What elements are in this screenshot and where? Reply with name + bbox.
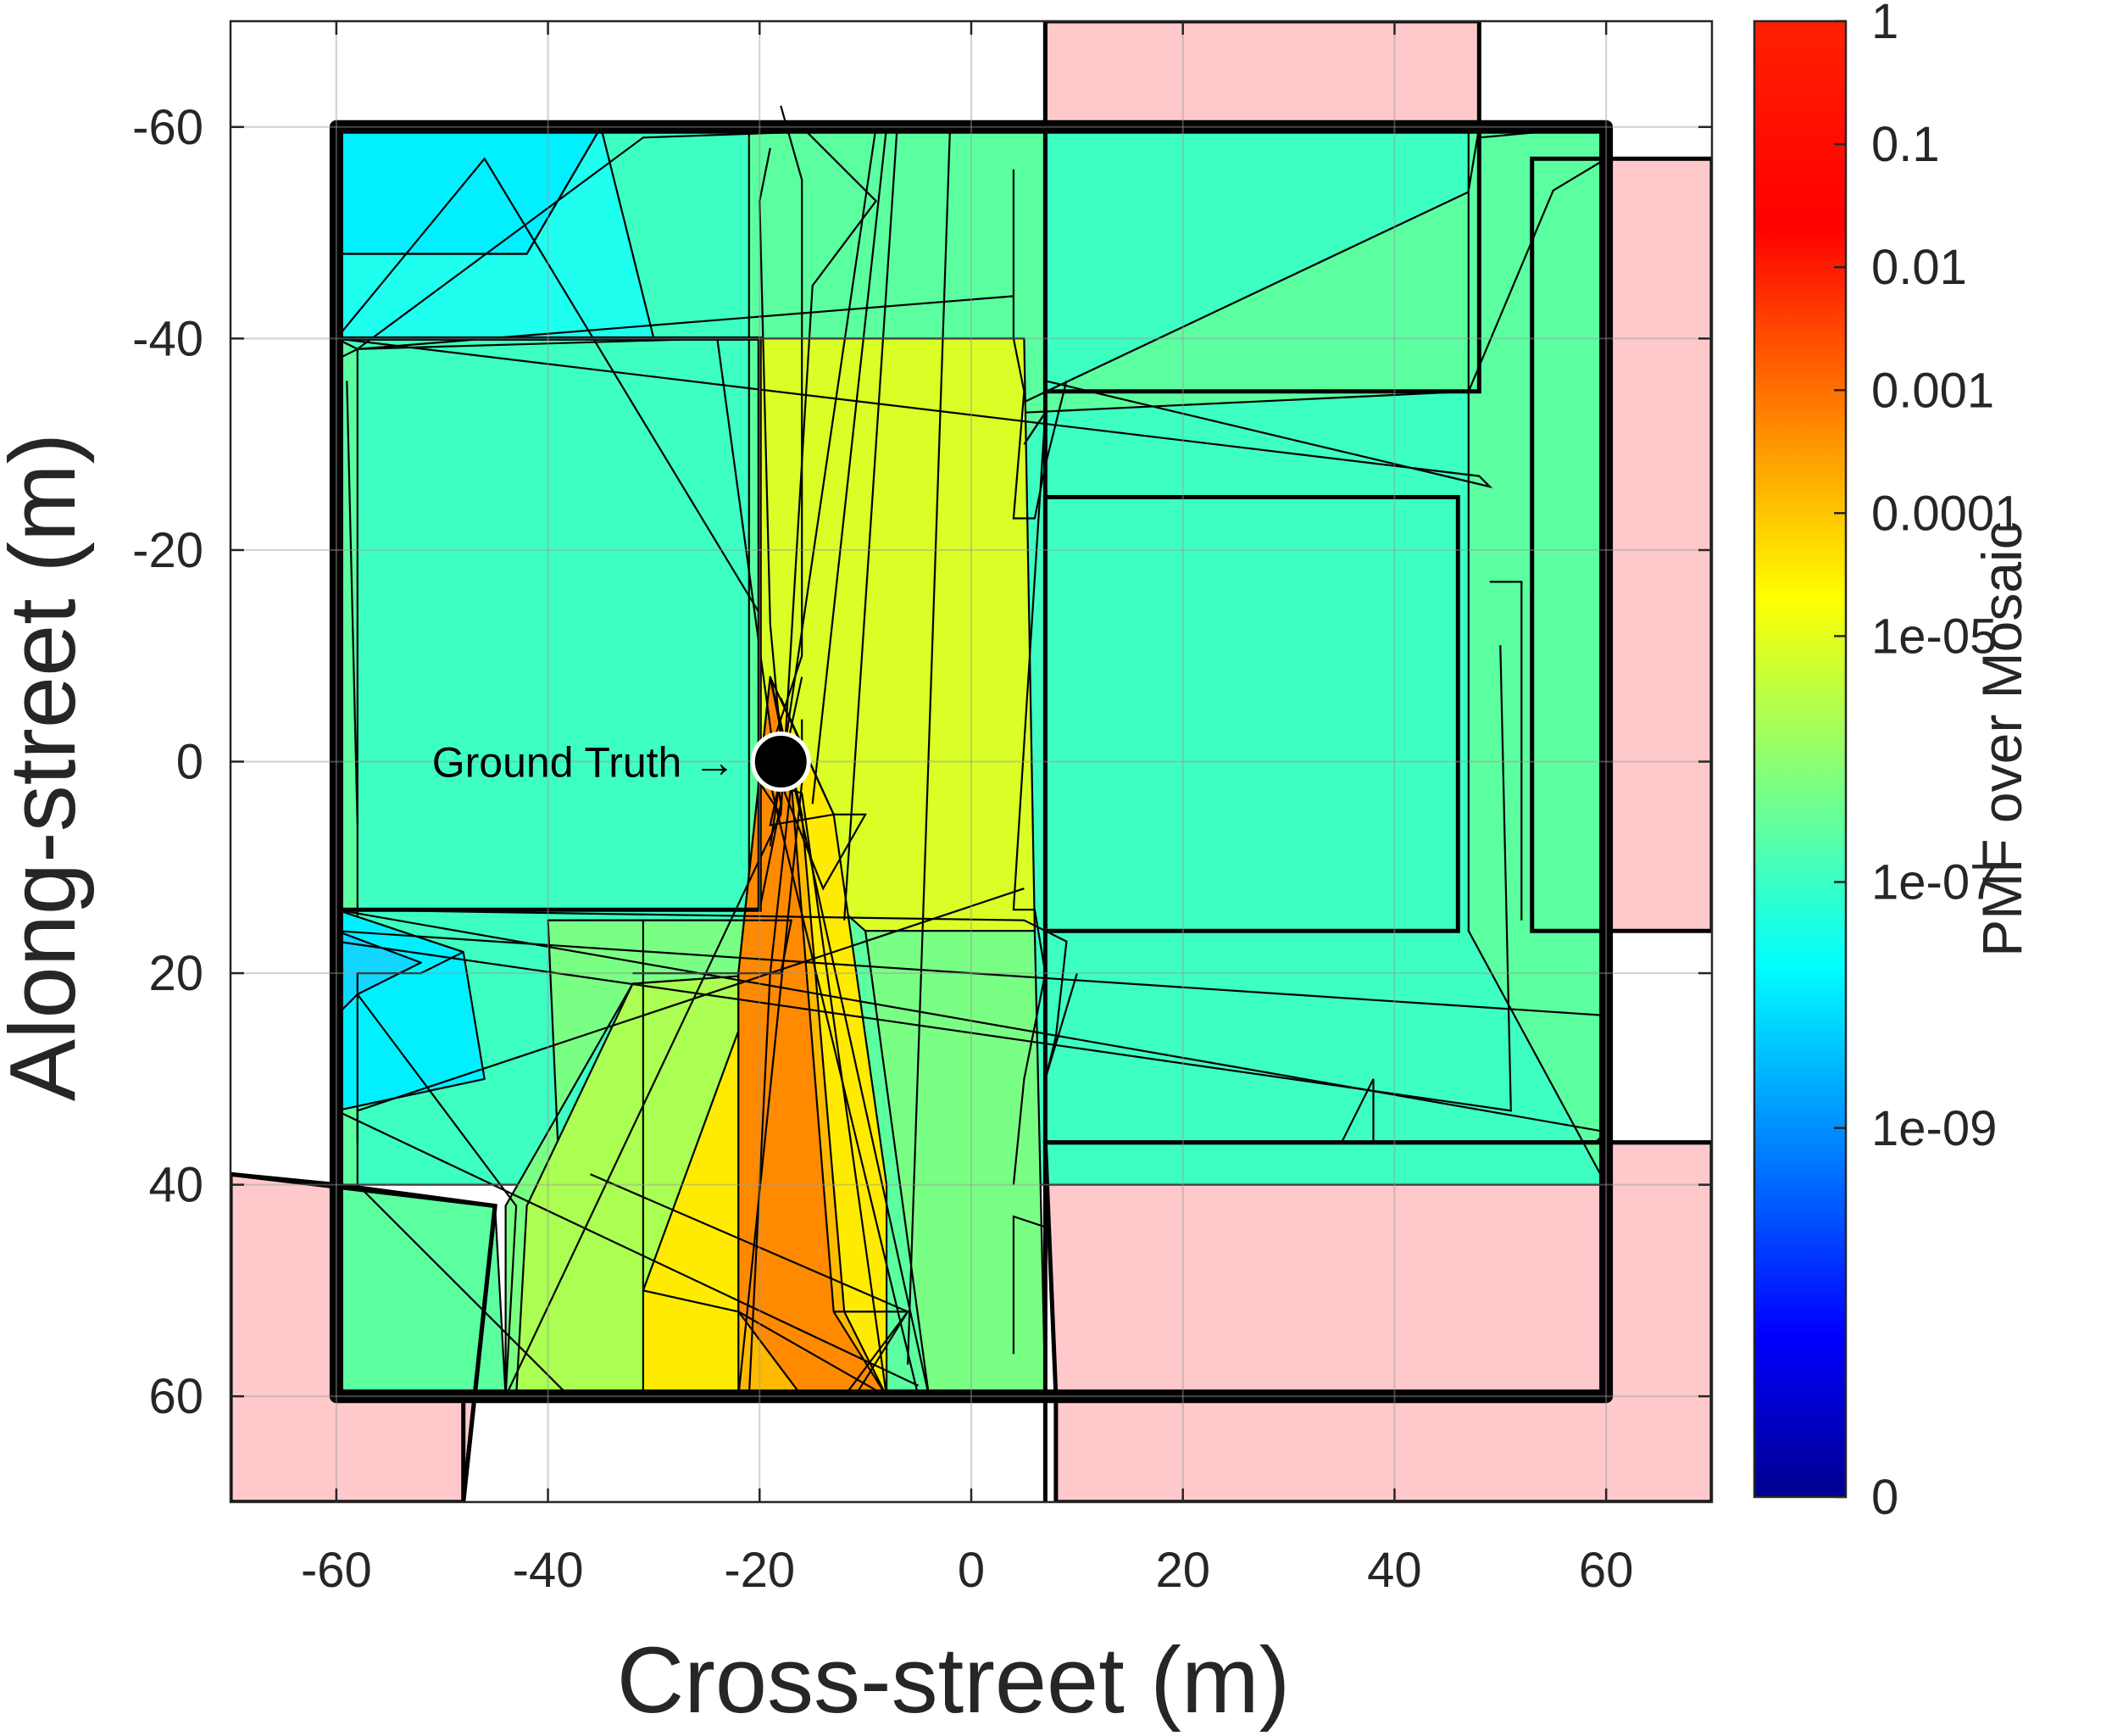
y-tick-label: -20 — [132, 523, 203, 578]
mosaic-edge-37 — [1341, 1078, 1375, 1143]
mosaic-edge-3 — [336, 157, 761, 615]
y-tick-label: 0 — [176, 735, 203, 790]
mosaic-edge-39 — [336, 645, 1512, 1112]
mosaic-edge-13 — [843, 126, 898, 921]
mosaic-edge-12 — [811, 126, 888, 804]
x-tick-label: 40 — [1367, 1543, 1422, 1598]
y-tick-label: -60 — [132, 100, 203, 155]
x-axis-title: Cross-street (m) — [617, 1628, 1290, 1733]
mosaic-edge-22 — [1012, 169, 1047, 520]
colorbar-tick-label: 1e-07 — [1871, 855, 1997, 910]
mosaic-edge-9 — [759, 105, 803, 815]
mosaic-edge-44 — [1044, 381, 1068, 466]
mosaic-edge-8 — [759, 147, 782, 741]
mosaic-edge-33 — [357, 1183, 570, 1397]
mosaic-edge-45 — [1012, 1215, 1046, 1355]
boundary-line-1 — [329, 120, 1614, 1404]
mosaic-edge-10 — [780, 126, 878, 815]
colorbar-gradient — [1753, 19, 1848, 1499]
mosaic-edge-21 — [907, 126, 952, 1365]
ground-truth-marker — [750, 732, 811, 792]
plot-area — [231, 21, 1712, 1502]
mosaic-edge-26 — [356, 951, 464, 1143]
colorbar-tick-label: 1e-09 — [1871, 1101, 1997, 1156]
mosaic-edge-32 — [357, 887, 1025, 1112]
mosaic-edge-29 — [336, 930, 1607, 1017]
x-tick-label: 60 — [1579, 1543, 1634, 1598]
colorbar-tick-label: 0.0001 — [1871, 486, 2021, 541]
boundary-line-3 — [231, 1171, 497, 1502]
colorbar-tick-label: 0.1 — [1871, 117, 1940, 172]
mosaic-edge-16 — [780, 782, 867, 891]
y-axis-title: Along-street (m) — [0, 433, 95, 1102]
y-tick-label: -40 — [132, 311, 203, 366]
mosaic-edge-38 — [1489, 581, 1523, 921]
colorbar-title: PMF over Mosaic — [1970, 521, 2033, 956]
axis-ticks: -60 -40 -20 0 20 40 60 -60 -40 -20 0 20 40 60 — [132, 21, 1712, 1598]
y-tick-label: 20 — [148, 946, 203, 1001]
x-tick-label: -60 — [301, 1543, 372, 1598]
ground-truth-label: Ground Truth → — [432, 739, 736, 787]
mosaic-edge-6 — [346, 381, 358, 826]
x-tick-label: 0 — [958, 1543, 985, 1598]
colorbar-tick-label: 1 — [1871, 0, 1898, 49]
building-outline-5 — [1530, 156, 1712, 933]
pmf-region-8 — [335, 1183, 507, 1398]
building-6 — [1045, 1142, 1712, 1502]
mosaic-edge-43 — [336, 337, 360, 361]
x-tick-label: -40 — [513, 1543, 584, 1598]
y-tick-label: 40 — [148, 1158, 203, 1213]
colorbar: 1 0.1 0.01 0.001 0.0001 1e-05 1e-07 1e-09 0 — [1753, 0, 2021, 1525]
y-tick-label: 60 — [148, 1369, 203, 1424]
colorbar-tick-label: 0.01 — [1871, 240, 1967, 295]
mosaic-edge-24 — [336, 909, 1078, 1080]
mosaic-edge-1 — [336, 126, 602, 255]
x-tick-label: 20 — [1155, 1543, 1210, 1598]
mosaic-edge-5 — [357, 337, 782, 910]
mosaic-edge-20 — [769, 676, 931, 1397]
colorbar-tick-label: 1e-05 — [1871, 609, 1997, 664]
colorbar-tick-label: 0 — [1871, 1470, 1898, 1525]
colorbar-tick-label: 0.001 — [1871, 363, 1994, 418]
mosaic-edge-36 — [590, 1173, 909, 1397]
x-tick-label: -20 — [724, 1543, 795, 1598]
mosaic-edge-7 — [336, 337, 1493, 489]
mosaic-edge-30 — [336, 1110, 920, 1387]
annotations: Ground Truth → — [432, 732, 811, 792]
